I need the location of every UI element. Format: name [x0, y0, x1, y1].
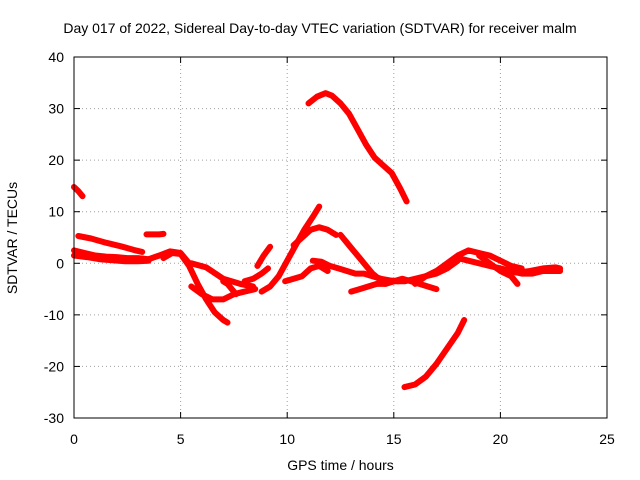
y-tick-label: 0: [56, 255, 64, 271]
series-arc-14: [258, 203, 323, 295]
x-axis-label: GPS time / hours: [287, 457, 394, 473]
grid: [74, 57, 607, 418]
series-arc-17: [309, 257, 402, 285]
y-tick-label: -20: [44, 358, 64, 374]
plot-frame: [73, 56, 608, 419]
series-arc-12: [241, 265, 271, 285]
series-arc-6: [71, 252, 152, 265]
series-arc-2: [305, 90, 410, 205]
x-tick-label: 10: [279, 431, 295, 447]
x-tick-label: 15: [386, 431, 402, 447]
y-tick-label: -30: [44, 410, 64, 426]
series-arc-7: [143, 230, 167, 238]
series-arc-24: [501, 264, 564, 276]
x-tick-label: 5: [177, 431, 185, 447]
axis-ticks: 0 5 10 15 20 25 -30 -20 -10 0 10 20 30 40: [44, 49, 615, 447]
y-tick-label: 20: [48, 152, 64, 168]
series-arc-16: [290, 224, 340, 249]
y-tick-label: 40: [48, 49, 64, 65]
series-arc-13: [254, 243, 274, 269]
data-series: [71, 90, 564, 391]
series-arc-18: [337, 231, 382, 282]
y-tick-label: -10: [44, 307, 64, 323]
series-arc-23: [476, 252, 521, 287]
y-tick-label: 30: [48, 101, 64, 117]
y-tick-label: 10: [48, 204, 64, 220]
series-arc-15: [282, 262, 331, 285]
series-arc-21: [412, 247, 525, 287]
series-arc-9: [188, 283, 259, 303]
series-arc-3: [401, 317, 468, 391]
series-arc-11: [220, 278, 239, 298]
series-arc-8: [160, 250, 231, 326]
x-tick-label: 20: [493, 431, 509, 447]
series-arc-4: [75, 233, 146, 255]
x-tick-label: 0: [70, 431, 78, 447]
y-axis-label: SDTVAR / TECUs: [4, 181, 20, 295]
x-tick-label: 25: [599, 431, 615, 447]
series-arc-1: [71, 184, 86, 200]
chart-title: Day 017 of 2022, Sidereal Day-to-day VTE…: [63, 20, 577, 36]
